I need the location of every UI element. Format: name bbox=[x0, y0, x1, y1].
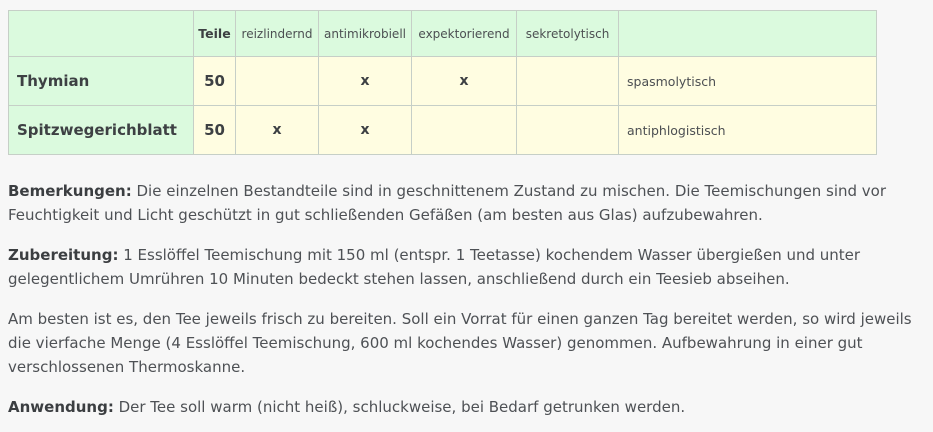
table-row-thymian: Thymian 50 x x spasmolytisch bbox=[8, 56, 877, 106]
ingredient-name: Spitzwegerichblatt bbox=[8, 105, 194, 155]
paragraph-text: 1 Esslöffel Teemischung mit 150 ml (ents… bbox=[8, 246, 861, 288]
tea-ingredients-table: Teile reizlindernd antimikrobiell expekt… bbox=[8, 10, 877, 155]
table-header-row: Teile reizlindernd antimikrobiell expekt… bbox=[8, 10, 877, 57]
extra-property: antiphlogistisch bbox=[618, 105, 877, 155]
table-row-spitzwegerichblatt: Spitzwegerichblatt 50 x x antiphlogistis… bbox=[8, 105, 877, 155]
expektorierend-mark bbox=[411, 105, 517, 155]
antimikrobiell-mark: x bbox=[318, 105, 412, 155]
paragraph-lead: Bemerkungen: bbox=[8, 182, 132, 200]
antimikrobiell-mark: x bbox=[318, 56, 412, 106]
paragraph-bemerkungen: Bemerkungen: Die einzelnen Bestandteile … bbox=[8, 179, 925, 227]
header-antimikrobiell: antimikrobiell bbox=[318, 10, 412, 57]
header-expektorierend: expektorierend bbox=[411, 10, 517, 57]
header-note bbox=[618, 10, 877, 57]
expektorierend-mark: x bbox=[411, 56, 517, 106]
paragraph-anwendung: Anwendung: Der Tee soll warm (nicht heiß… bbox=[8, 395, 925, 419]
paragraph-text: Der Tee soll warm (nicht heiß), schluckw… bbox=[113, 398, 686, 416]
header-reizlindernd: reizlindernd bbox=[235, 10, 319, 57]
sekretolytisch-mark bbox=[516, 56, 619, 106]
paragraph-text: Die einzelnen Bestandteile sind in gesch… bbox=[8, 182, 887, 224]
header-teile: Teile bbox=[193, 10, 236, 57]
header-sekretolytisch: sekretolytisch bbox=[516, 10, 619, 57]
teile-value: 50 bbox=[193, 105, 236, 155]
extra-property: spasmolytisch bbox=[618, 56, 877, 106]
tea-mixture-document: Teile reizlindernd antimikrobiell expekt… bbox=[8, 10, 925, 419]
reizlindernd-mark bbox=[235, 56, 319, 106]
teile-value: 50 bbox=[193, 56, 236, 106]
reizlindernd-mark: x bbox=[235, 105, 319, 155]
paragraph-vorrat: Am besten ist es, den Tee jeweils frisch… bbox=[8, 307, 925, 379]
ingredient-name: Thymian bbox=[8, 56, 194, 106]
paragraph-lead: Anwendung: bbox=[8, 398, 114, 416]
paragraph-zubereitung: Zubereitung: 1 Esslöffel Teemischung mit… bbox=[8, 243, 925, 291]
header-ingredient bbox=[8, 10, 194, 57]
paragraph-lead: Zubereitung: bbox=[8, 246, 119, 264]
sekretolytisch-mark bbox=[516, 105, 619, 155]
paragraph-text: Am besten ist es, den Tee jeweils frisch… bbox=[8, 310, 912, 376]
